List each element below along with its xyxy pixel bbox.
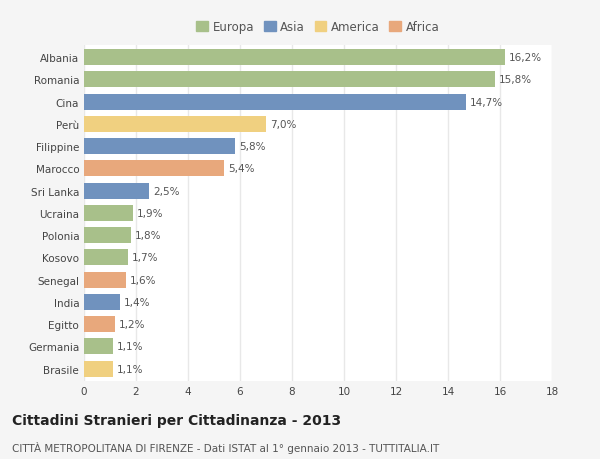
Text: 5,8%: 5,8% xyxy=(239,142,265,152)
Text: 1,7%: 1,7% xyxy=(132,253,158,263)
Legend: Europa, Asia, America, Africa: Europa, Asia, America, Africa xyxy=(194,18,442,36)
Bar xyxy=(84,139,235,155)
Bar xyxy=(84,272,125,288)
Text: 1,6%: 1,6% xyxy=(130,275,156,285)
Text: 1,8%: 1,8% xyxy=(135,230,161,241)
Bar xyxy=(84,250,128,266)
Text: 1,2%: 1,2% xyxy=(119,319,146,330)
Bar xyxy=(84,339,113,354)
Bar xyxy=(84,95,466,111)
Text: 1,1%: 1,1% xyxy=(116,364,143,374)
Text: 7,0%: 7,0% xyxy=(270,120,296,129)
Text: 14,7%: 14,7% xyxy=(470,97,503,107)
Bar xyxy=(84,117,266,133)
Bar xyxy=(84,294,121,310)
Bar xyxy=(84,50,505,66)
Text: 1,4%: 1,4% xyxy=(124,297,151,307)
Text: Cittadini Stranieri per Cittadinanza - 2013: Cittadini Stranieri per Cittadinanza - 2… xyxy=(12,413,341,427)
Text: 1,9%: 1,9% xyxy=(137,208,164,218)
Text: 2,5%: 2,5% xyxy=(153,186,179,196)
Bar xyxy=(84,361,113,377)
Bar xyxy=(84,206,133,221)
Text: CITTÀ METROPOLITANA DI FIRENZE - Dati ISTAT al 1° gennaio 2013 - TUTTITALIA.IT: CITTÀ METROPOLITANA DI FIRENZE - Dati IS… xyxy=(12,441,439,453)
Text: 15,8%: 15,8% xyxy=(499,75,532,85)
Bar xyxy=(84,316,115,332)
Bar xyxy=(84,228,131,244)
Bar xyxy=(84,183,149,199)
Text: 5,4%: 5,4% xyxy=(229,164,255,174)
Text: 1,1%: 1,1% xyxy=(116,341,143,352)
Text: 16,2%: 16,2% xyxy=(509,53,542,63)
Bar xyxy=(84,161,224,177)
Bar xyxy=(84,73,495,88)
